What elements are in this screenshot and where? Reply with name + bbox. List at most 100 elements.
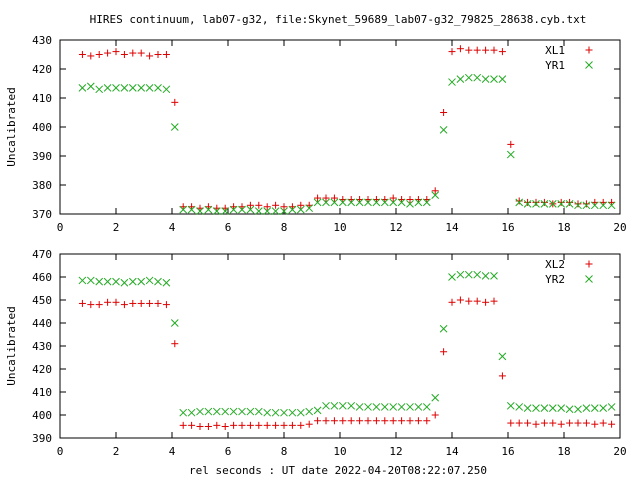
data-point [196, 207, 204, 215]
data-point [120, 83, 129, 92]
data-point [255, 421, 263, 429]
data-point [364, 403, 372, 411]
data-point [591, 420, 599, 428]
y-tick-label: 410 [32, 386, 52, 399]
x-tick-label: 0 [57, 221, 64, 234]
data-point [179, 205, 188, 214]
data-point [145, 83, 154, 92]
series-xl2 [78, 296, 616, 430]
y-tick-label: 400 [32, 121, 52, 134]
data-point [330, 401, 339, 410]
data-point [313, 198, 322, 207]
data-point [229, 205, 238, 214]
data-point [532, 420, 540, 428]
data-point [532, 198, 540, 206]
data-point [78, 299, 86, 307]
data-point [313, 406, 322, 415]
data-point [389, 194, 397, 202]
data-point [372, 198, 381, 207]
data-point [524, 198, 532, 206]
data-point [557, 420, 565, 428]
data-point [448, 298, 456, 306]
data-point [246, 407, 255, 416]
data-point [339, 417, 347, 425]
data-point [464, 73, 473, 82]
data-point [439, 324, 448, 333]
data-point [372, 417, 380, 425]
x-tick-label: 8 [281, 445, 288, 458]
data-point [187, 205, 196, 214]
data-point [574, 405, 582, 414]
data-point [397, 198, 406, 207]
data-point [582, 200, 590, 208]
data-point [170, 123, 179, 131]
data-point [523, 199, 532, 208]
data-point [120, 51, 128, 58]
data-point [506, 150, 515, 159]
data-point [574, 201, 582, 210]
data-point [104, 298, 112, 306]
data-point [238, 205, 246, 214]
y-tick-label: 430 [32, 340, 52, 353]
x-tick-label: 4 [169, 221, 176, 234]
bottom-panel: 0 2 4 6 8 10 12 14 16 18 20 390 400 410 420 430 440 450 46… [5, 248, 627, 458]
legend-label: YR2 [545, 273, 565, 286]
data-point [490, 75, 498, 84]
data-point [104, 49, 112, 57]
data-point [238, 421, 246, 429]
data-point [490, 46, 498, 54]
x-tick-label: 18 [557, 445, 570, 458]
x-tick-label: 12 [389, 445, 402, 458]
data-point [78, 276, 87, 285]
data-point [498, 352, 507, 361]
data-point [95, 51, 103, 58]
y-tick-label: 420 [32, 363, 52, 376]
data-point [406, 417, 414, 425]
data-point [254, 407, 263, 416]
data-point [196, 423, 204, 430]
data-point [170, 319, 179, 327]
data-point [448, 48, 456, 56]
data-point [448, 273, 456, 281]
data-point [482, 298, 490, 306]
data-point [599, 201, 608, 210]
data-point [179, 421, 187, 429]
data-point [473, 297, 481, 305]
data-point [515, 197, 523, 205]
plot-frame [59, 253, 621, 439]
data-point [137, 277, 146, 286]
data-point [212, 407, 221, 416]
data-point [498, 48, 506, 56]
data-point [507, 419, 515, 427]
data-point [557, 404, 566, 412]
data-point [473, 73, 482, 82]
data-point [549, 419, 557, 427]
data-point [322, 194, 330, 202]
data-point [482, 46, 490, 54]
x-tick-label: 0 [57, 445, 64, 458]
data-point [607, 201, 616, 210]
data-point [297, 201, 305, 209]
data-point [540, 404, 549, 412]
x-tick-label: 6 [225, 445, 232, 458]
data-point [129, 49, 137, 57]
y-tick-label: 410 [32, 92, 52, 105]
data-point [305, 407, 314, 416]
data-point [440, 109, 448, 116]
data-point [280, 421, 288, 429]
data-point [566, 419, 574, 427]
data-point [599, 419, 607, 427]
data-point [112, 48, 120, 56]
data-point [95, 301, 103, 309]
data-point [490, 297, 498, 305]
data-point [246, 201, 254, 209]
data-point [423, 417, 431, 425]
data-point [87, 301, 95, 309]
legend-marker [585, 61, 593, 69]
data-point [86, 82, 95, 91]
data-point [246, 421, 254, 429]
data-point [380, 198, 389, 207]
data-point [364, 198, 372, 207]
data-point [112, 83, 120, 92]
